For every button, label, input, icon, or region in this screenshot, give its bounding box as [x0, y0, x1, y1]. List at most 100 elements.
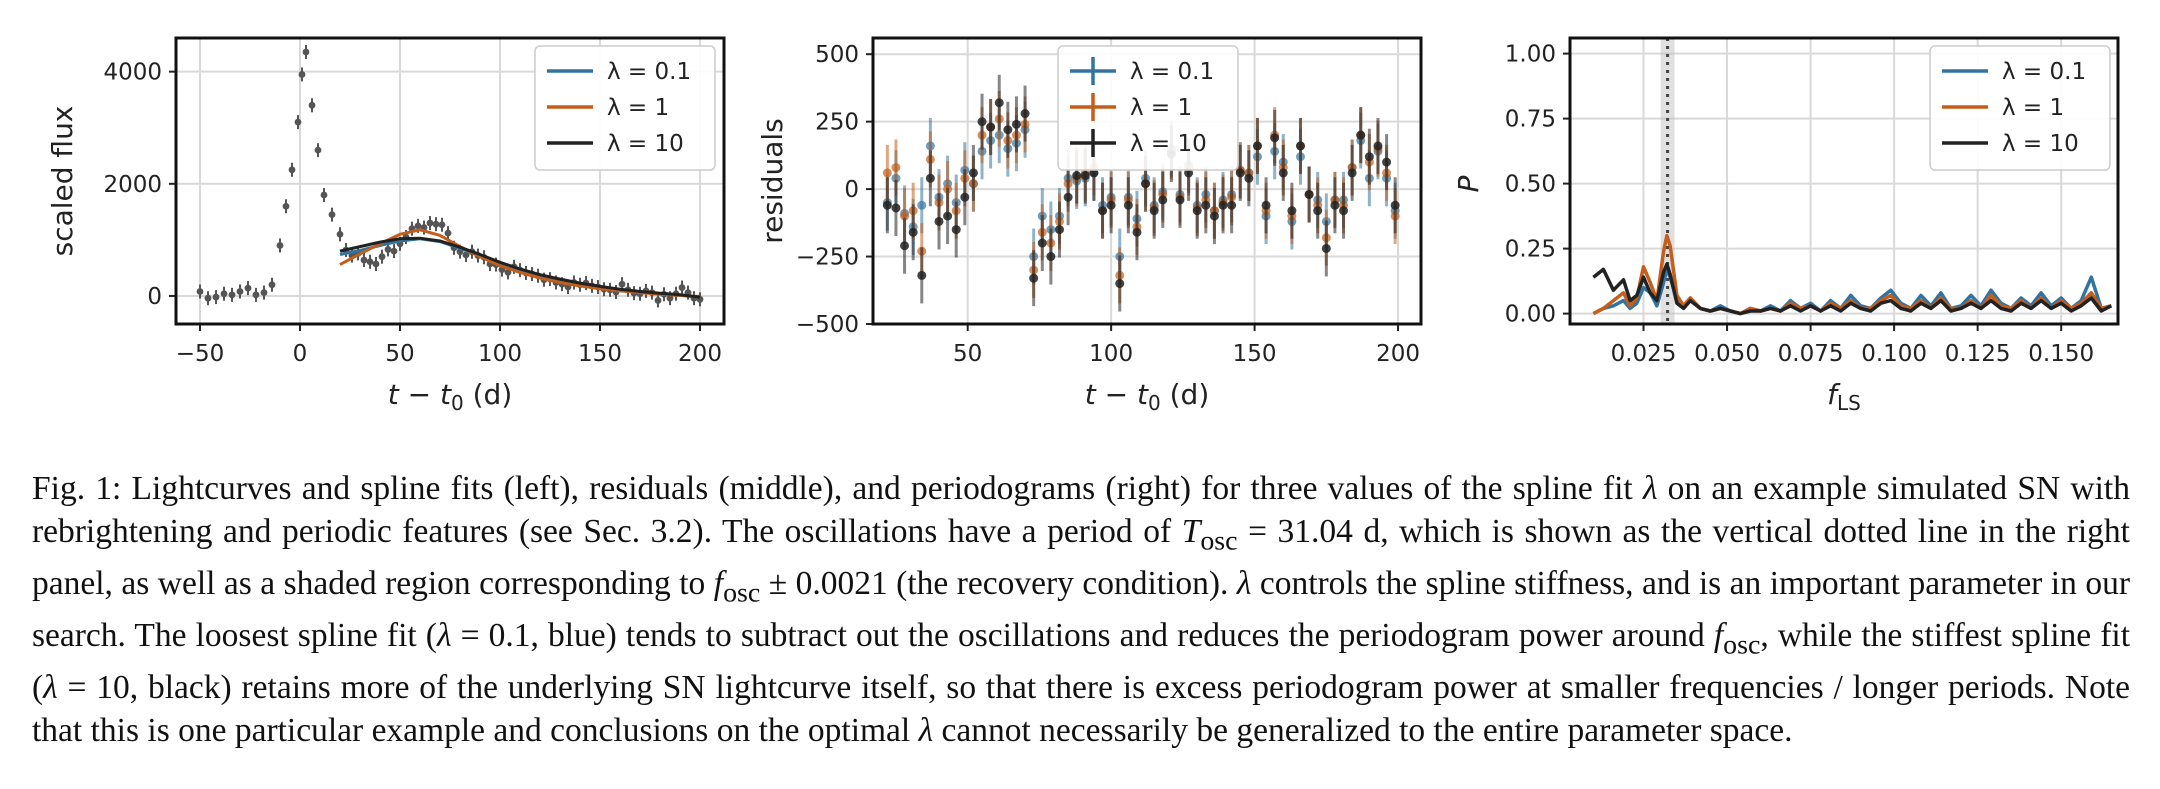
caption-T-sub: osc [1200, 525, 1238, 557]
residual-point-2 [1244, 173, 1254, 183]
y-tick-label: 0.25 [1505, 237, 1556, 263]
data-point [336, 230, 344, 238]
caption-lambda-3: λ [436, 616, 452, 654]
x-tick-label: 0.125 [1945, 341, 2011, 367]
legend-box [1929, 45, 2111, 171]
caption-part8: = 10, black) retains more of the underly… [32, 669, 2130, 749]
axes-frame [1568, 36, 2120, 326]
legend-label-1: λ = 1 [2002, 95, 2064, 121]
x-tick-label: 0.025 [1611, 341, 1677, 367]
residual-point-2 [1192, 206, 1202, 216]
residual-point-2 [1330, 200, 1340, 210]
residual-point-2 [1080, 171, 1090, 181]
x-axis-label: fLS [1827, 378, 1861, 415]
residual-point-2 [1270, 133, 1280, 143]
y-axis-label: scaled flux [46, 106, 79, 257]
legend-label-1: λ = 1 [607, 95, 669, 121]
x-tick-label: 0.100 [1861, 341, 1927, 367]
y-tick-label: 4000 [103, 60, 162, 86]
data-point [462, 251, 470, 259]
data-point [204, 294, 212, 302]
residual-point-2 [908, 227, 918, 237]
caption-part4: ± 0.0021 (the recovery condition). [760, 564, 1237, 602]
x-tick-label: 50 [953, 341, 982, 367]
residual-point-2 [1072, 171, 1082, 181]
residual-point-2 [1261, 200, 1271, 210]
data-point [444, 229, 452, 237]
data-point [302, 48, 310, 56]
y-axis-label: residuals [756, 118, 789, 244]
caption-f-2: f [1713, 616, 1724, 654]
y-axis-label: P [1452, 175, 1485, 192]
data-point [288, 166, 296, 174]
caption-part9: cannot necessarily be generalized to the… [933, 711, 1793, 749]
x-tick-label: 200 [1376, 341, 1420, 367]
x-tick-label: 50 [385, 341, 414, 367]
legend-label-2: λ = 10 [2002, 131, 2079, 157]
residual-point-2 [934, 216, 944, 226]
residual-point-2 [900, 241, 910, 251]
residual-point-2 [1227, 200, 1237, 210]
x-tick-label: 150 [1233, 341, 1277, 367]
x-axis-label: t − t0 (d) [388, 378, 513, 415]
residual-point-2 [1115, 279, 1125, 289]
residual-point-2 [1235, 168, 1245, 178]
data-point [432, 220, 440, 228]
data-point [390, 247, 398, 255]
residual-point-2 [1390, 200, 1400, 210]
residual-point-2 [917, 270, 927, 280]
data-point [252, 291, 260, 299]
data-point [678, 284, 686, 291]
data-point [282, 202, 290, 210]
caption-lambda: λ [1642, 470, 1658, 507]
caption-part7: , while the stiffest spline fit ( [32, 616, 2130, 707]
residual-point-2 [1356, 130, 1366, 140]
residual-point-2 [1063, 192, 1073, 202]
residual-point-1 [891, 163, 901, 173]
data-point [666, 294, 674, 302]
data-point [236, 288, 244, 295]
residual-point-2 [1209, 211, 1219, 221]
residual-point-2 [1106, 200, 1116, 210]
data-point [228, 291, 236, 299]
residual-point-2 [1046, 252, 1056, 262]
legend-box [1057, 45, 1239, 171]
residual-point-2 [1313, 206, 1323, 216]
residual-point-2 [977, 117, 987, 127]
data-point [268, 281, 276, 289]
caption-f: f [713, 564, 724, 602]
residual-point-2 [1295, 141, 1305, 151]
y-tick-label: 2000 [103, 172, 162, 198]
data-point [320, 191, 328, 199]
data-point [360, 256, 368, 264]
residual-point-2 [1339, 206, 1349, 216]
residual-point-2 [951, 225, 961, 235]
residual-point-2 [1382, 157, 1392, 167]
residual-point-2 [1149, 206, 1159, 216]
residual-point-2 [1278, 168, 1288, 178]
residual-point-0 [917, 200, 927, 210]
legend-label-2: λ = 10 [1130, 131, 1207, 157]
residual-point-2 [1364, 152, 1374, 162]
data-point [196, 288, 204, 295]
data-point [366, 258, 374, 266]
axes-frame [871, 36, 1423, 326]
data-point [438, 221, 446, 229]
residual-point-2 [1175, 195, 1185, 205]
y-tick-label: 0.00 [1505, 302, 1556, 328]
data-point [260, 289, 268, 296]
data-point [504, 269, 512, 276]
residual-point-2 [960, 192, 970, 202]
data-point [212, 293, 220, 301]
caption-T: T [1181, 512, 1201, 550]
residual-point-2 [1347, 168, 1357, 178]
x-tick-label: 150 [578, 341, 622, 367]
data-point [308, 101, 316, 109]
residual-point-2 [891, 203, 901, 213]
periodogram-line-1 [1592, 233, 2112, 316]
data-point [378, 253, 386, 261]
residual-point-2 [1029, 273, 1039, 283]
x-axis-label: t − t0 (d) [1085, 378, 1210, 415]
